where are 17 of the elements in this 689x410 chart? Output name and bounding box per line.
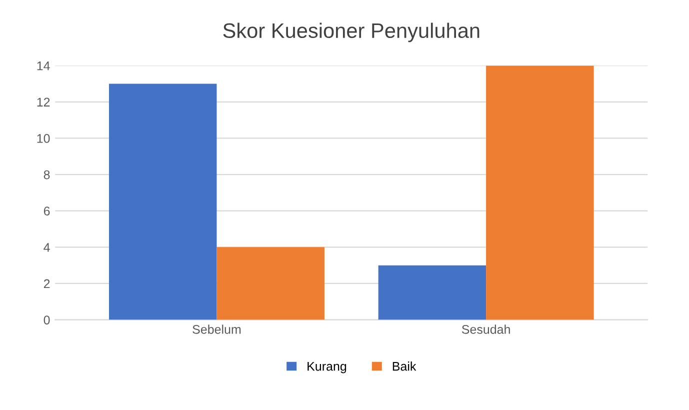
y-tick-label: 14 [37, 62, 50, 70]
bar [486, 66, 594, 320]
y-tick-label: 4 [44, 243, 50, 252]
bar [108, 84, 217, 320]
legend-label: Kurang [308, 362, 346, 374]
bar [216, 247, 324, 320]
legend-label: Baik [392, 362, 416, 371]
bar [378, 265, 486, 320]
y-tick-label: 6 [44, 206, 50, 216]
y-tick-label: 10 [37, 134, 50, 143]
chart-title: Skor Kuesioner Penyuluhan [223, 22, 480, 42]
y-tick-label: 8 [44, 170, 50, 180]
x-tick-label: Sebelum [192, 324, 241, 334]
y-tick-label: 2 [44, 279, 50, 288]
x-tick-label: Sesudah [462, 324, 510, 334]
y-tick-label: 0 [44, 316, 50, 324]
y-tick-label: 12 [37, 98, 50, 106]
